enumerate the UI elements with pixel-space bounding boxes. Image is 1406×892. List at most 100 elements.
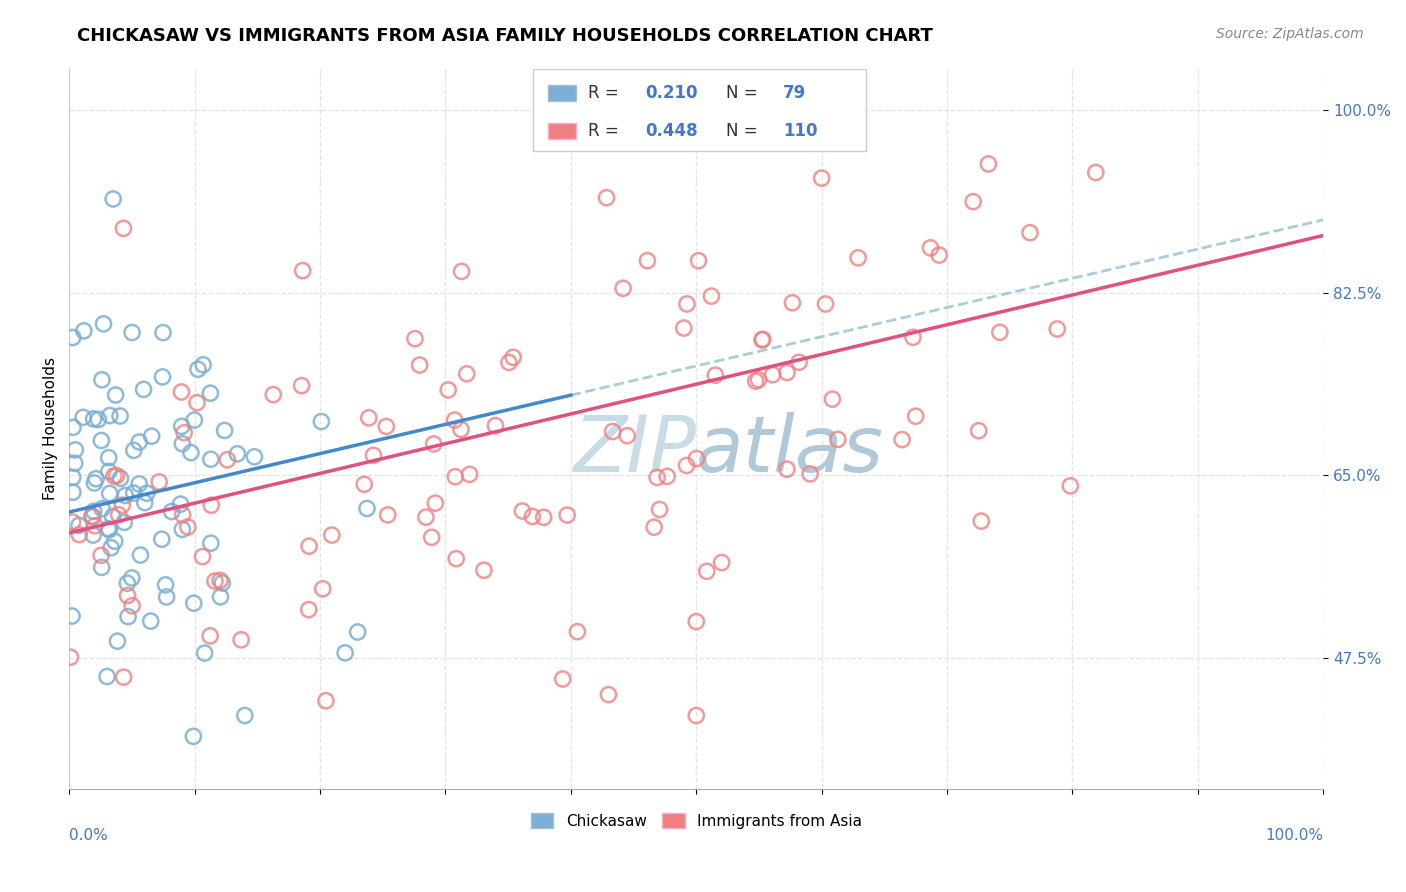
Point [110, 471, 132, 485]
Point [977, 157, 1000, 171]
Text: 100.0%: 100.0% [1265, 828, 1323, 843]
Point [62, 485, 84, 500]
Point [177, 520, 200, 534]
Point [117, 589, 139, 603]
Point [96, 669, 118, 683]
Point [198, 629, 221, 643]
Point [970, 514, 993, 528]
Point [1084, 165, 1107, 179]
Point [762, 368, 785, 382]
Point [928, 248, 950, 262]
Point [173, 425, 195, 440]
Point [100, 541, 122, 555]
Point [65, 442, 87, 457]
FancyBboxPatch shape [548, 86, 576, 102]
Point [1046, 322, 1069, 336]
Point [122, 443, 145, 458]
Point [672, 321, 695, 335]
Point [67, 527, 90, 541]
Point [128, 476, 150, 491]
Text: ZIP: ZIP [574, 412, 696, 488]
Point [231, 632, 253, 647]
Point [444, 551, 467, 566]
Point [243, 450, 266, 464]
Point [114, 489, 136, 503]
Point [645, 470, 668, 484]
Point [160, 504, 183, 518]
Point [356, 501, 378, 516]
Point [595, 191, 617, 205]
Point [555, 508, 578, 522]
Point [217, 452, 239, 467]
Point [616, 428, 638, 442]
Point [172, 522, 194, 536]
FancyBboxPatch shape [548, 123, 576, 138]
Point [655, 469, 678, 483]
Point [200, 452, 222, 467]
Text: 79: 79 [783, 85, 806, 103]
Text: 0.0%: 0.0% [69, 828, 108, 843]
Point [209, 590, 232, 604]
Point [752, 332, 775, 346]
Point [128, 435, 150, 450]
Point [83, 412, 105, 426]
Point [551, 672, 574, 686]
Text: 110: 110 [783, 121, 817, 140]
Point [90, 549, 112, 563]
Point [101, 509, 124, 524]
Point [363, 448, 385, 462]
Point [183, 413, 205, 427]
Text: 0.210: 0.210 [645, 85, 697, 103]
Point [751, 333, 773, 347]
Point [117, 609, 139, 624]
Point [321, 528, 343, 542]
Point [97, 464, 120, 478]
Point [187, 362, 209, 376]
FancyBboxPatch shape [533, 69, 866, 152]
Point [472, 563, 495, 577]
Point [83, 475, 105, 490]
Point [112, 221, 135, 235]
Point [170, 419, 193, 434]
Point [298, 539, 321, 553]
Point [60, 609, 83, 624]
Point [425, 496, 447, 510]
Point [776, 462, 799, 476]
Point [522, 509, 544, 524]
Text: R =: R = [588, 121, 624, 140]
Point [776, 366, 799, 380]
Point [375, 419, 398, 434]
Point [782, 295, 804, 310]
Point [904, 409, 927, 424]
Point [132, 383, 155, 397]
Point [84, 472, 107, 486]
Point [98, 486, 121, 500]
Point [200, 386, 222, 401]
Point [821, 392, 844, 406]
Point [901, 330, 924, 344]
Point [172, 436, 194, 450]
Point [456, 367, 478, 381]
Point [450, 264, 472, 278]
Point [104, 388, 127, 402]
Point [139, 614, 162, 628]
Point [502, 351, 524, 365]
Point [787, 355, 810, 369]
Point [700, 289, 723, 303]
Point [814, 297, 837, 311]
Point [87, 412, 110, 426]
Point [988, 326, 1011, 340]
Point [598, 688, 620, 702]
Point [567, 624, 589, 639]
Point [107, 634, 129, 648]
Point [183, 730, 205, 744]
Point [150, 533, 173, 547]
Point [141, 429, 163, 443]
Point [83, 504, 105, 518]
Point [91, 501, 114, 516]
Point [91, 373, 114, 387]
Text: CHICKASAW VS IMMIGRANTS FROM ASIA FAMILY HOUSEHOLDS CORRELATION CHART: CHICKASAW VS IMMIGRANTS FROM ASIA FAMILY… [77, 27, 934, 45]
Point [710, 556, 733, 570]
Point [799, 467, 821, 481]
Point [1019, 226, 1042, 240]
